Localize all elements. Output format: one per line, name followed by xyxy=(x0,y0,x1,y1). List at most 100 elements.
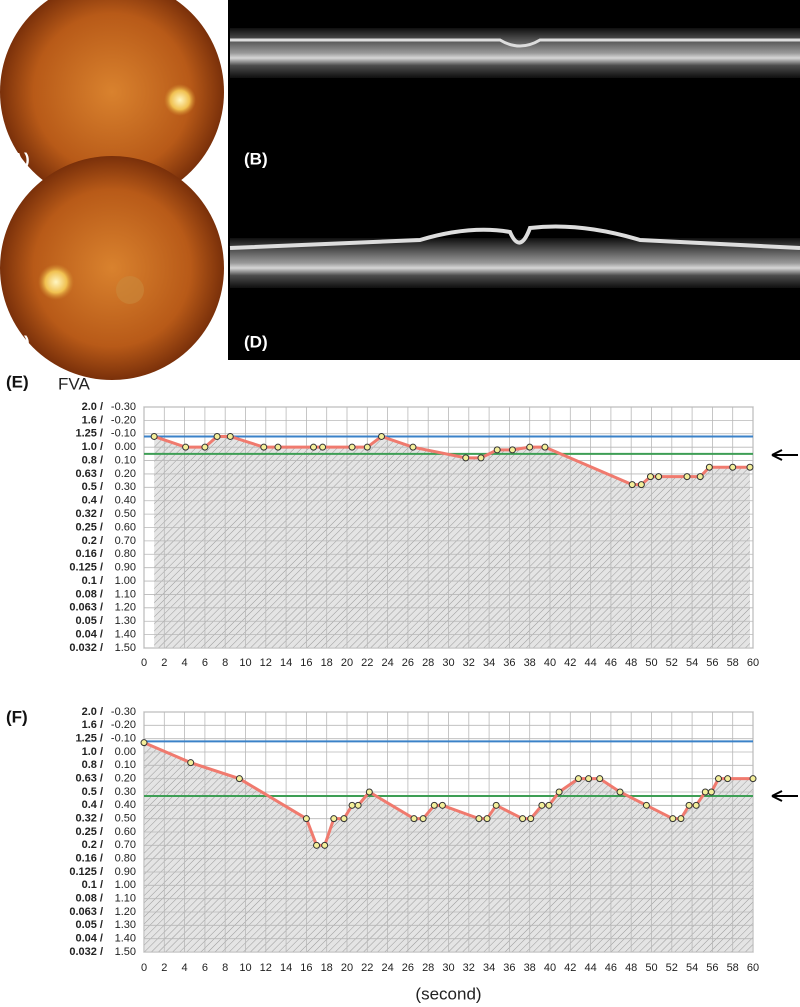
va-point xyxy=(714,775,722,783)
x-tick-label: 56 xyxy=(706,962,718,974)
va-point xyxy=(655,473,663,481)
decimal-va-label: 0.1 / xyxy=(82,879,103,891)
fundus-c xyxy=(0,156,224,380)
va-point xyxy=(340,815,348,823)
x-tick-label: 4 xyxy=(182,657,188,669)
y-tick-label: 0.10 xyxy=(115,454,136,466)
decimal-va-label: 1.0 / xyxy=(82,746,103,758)
panel-label: (B) xyxy=(244,149,268,168)
y-tick-label: 1.30 xyxy=(115,919,136,931)
y-tick-label: 1.30 xyxy=(115,615,136,627)
x-tick-label: 48 xyxy=(625,962,637,974)
x-tick-label: 30 xyxy=(442,962,454,974)
oct-b xyxy=(230,28,800,78)
y-tick-label: 1.50 xyxy=(115,642,136,654)
va-point xyxy=(642,801,650,809)
va-point xyxy=(348,801,356,809)
y-axis-label: FVA xyxy=(58,374,90,393)
va-point xyxy=(201,443,209,451)
decimal-va-label: 0.16 / xyxy=(75,853,103,865)
decimal-va-label: 0.063 / xyxy=(69,906,103,918)
decimal-va-label: 0.063 / xyxy=(69,602,103,614)
x-tick-label: 34 xyxy=(483,962,495,974)
x-tick-label: 40 xyxy=(544,962,556,974)
va-point xyxy=(749,775,757,783)
x-tick-label: 16 xyxy=(300,962,312,974)
x-tick-label: 44 xyxy=(584,962,596,974)
y-tick-label: 0.20 xyxy=(115,468,136,480)
y-tick-label: 0.50 xyxy=(115,813,136,825)
va-point xyxy=(140,739,148,747)
x-tick-label: 22 xyxy=(361,657,373,669)
x-tick-label: 30 xyxy=(442,657,454,669)
y-tick-label: 1.50 xyxy=(115,946,136,958)
decimal-va-label: 0.8 / xyxy=(82,454,103,466)
x-tick-label: 6 xyxy=(202,657,208,669)
va-point xyxy=(430,801,438,809)
y-tick-label: 0.70 xyxy=(115,535,136,547)
y-tick-label: 0.30 xyxy=(115,481,136,493)
decimal-va-label: 1.6 / xyxy=(82,414,103,426)
x-tick-label: 44 xyxy=(584,657,596,669)
y-tick-label: 1.00 xyxy=(115,575,136,587)
va-point xyxy=(475,815,483,823)
va-point xyxy=(646,473,654,481)
y-tick-label: 0.90 xyxy=(115,562,136,574)
va-point xyxy=(685,801,693,809)
va-point xyxy=(628,481,636,489)
y-tick-label: -0.20 xyxy=(111,414,136,426)
decimal-va-label: 0.2 / xyxy=(82,839,103,851)
decimal-va-label: 0.5 / xyxy=(82,786,103,798)
decimal-va-label: 0.25 / xyxy=(75,826,103,838)
x-tick-label: 58 xyxy=(727,962,739,974)
macula-lesion xyxy=(116,276,144,304)
decimal-va-label: 0.25 / xyxy=(75,521,103,533)
va-point xyxy=(187,759,195,767)
decimal-va-label: 0.4 / xyxy=(82,495,103,507)
fundus-a xyxy=(0,0,224,204)
y-tick-label: 0.30 xyxy=(115,786,136,798)
oct-d xyxy=(230,238,800,288)
y-tick-label: 1.40 xyxy=(115,629,136,641)
decimal-va-label: 0.4 / xyxy=(82,799,103,811)
decimal-va-label: 0.1 / xyxy=(82,575,103,587)
va-point xyxy=(462,454,470,462)
va-point xyxy=(541,443,549,451)
x-tick-label: 60 xyxy=(747,962,759,974)
decimal-va-label: 0.04 / xyxy=(75,933,103,945)
va-point xyxy=(492,801,500,809)
panel-label: (C) xyxy=(6,332,30,351)
y-tick-label: 0.90 xyxy=(115,866,136,878)
va-point xyxy=(508,446,516,454)
x-tick-label: 14 xyxy=(280,657,292,669)
y-tick-label: -0.10 xyxy=(111,428,136,440)
decimal-va-label: 0.63 / xyxy=(75,773,103,785)
y-tick-label: 0.80 xyxy=(115,548,136,560)
y-tick-label: 0.40 xyxy=(115,495,136,507)
x-tick-label: 32 xyxy=(463,962,475,974)
x-tick-label: 26 xyxy=(402,962,414,974)
x-tick-label: 12 xyxy=(260,657,272,669)
x-tick-label: 14 xyxy=(280,962,292,974)
decimal-va-label: 0.8 / xyxy=(82,759,103,771)
decimal-va-label: 0.032 / xyxy=(69,946,103,958)
va-point xyxy=(213,432,221,440)
panel-label: (E) xyxy=(6,372,29,391)
va-point xyxy=(637,481,645,489)
panel-label: (F) xyxy=(6,707,28,726)
x-tick-label: 18 xyxy=(321,657,333,669)
va-line xyxy=(153,434,750,487)
decimal-va-label: 0.125 / xyxy=(69,866,103,878)
x-tick-label: 32 xyxy=(463,657,475,669)
va-point xyxy=(310,443,318,451)
va-point xyxy=(683,473,691,481)
y-tick-label: 0.20 xyxy=(115,773,136,785)
y-tick-label: -0.30 xyxy=(111,706,136,718)
x-tick-label: 40 xyxy=(544,657,556,669)
optic-disc xyxy=(164,84,196,116)
decimal-va-label: 2.0 / xyxy=(82,706,103,718)
va-point xyxy=(669,815,677,823)
va-point xyxy=(545,801,553,809)
va-point xyxy=(677,815,685,823)
oct-layer xyxy=(230,38,800,48)
